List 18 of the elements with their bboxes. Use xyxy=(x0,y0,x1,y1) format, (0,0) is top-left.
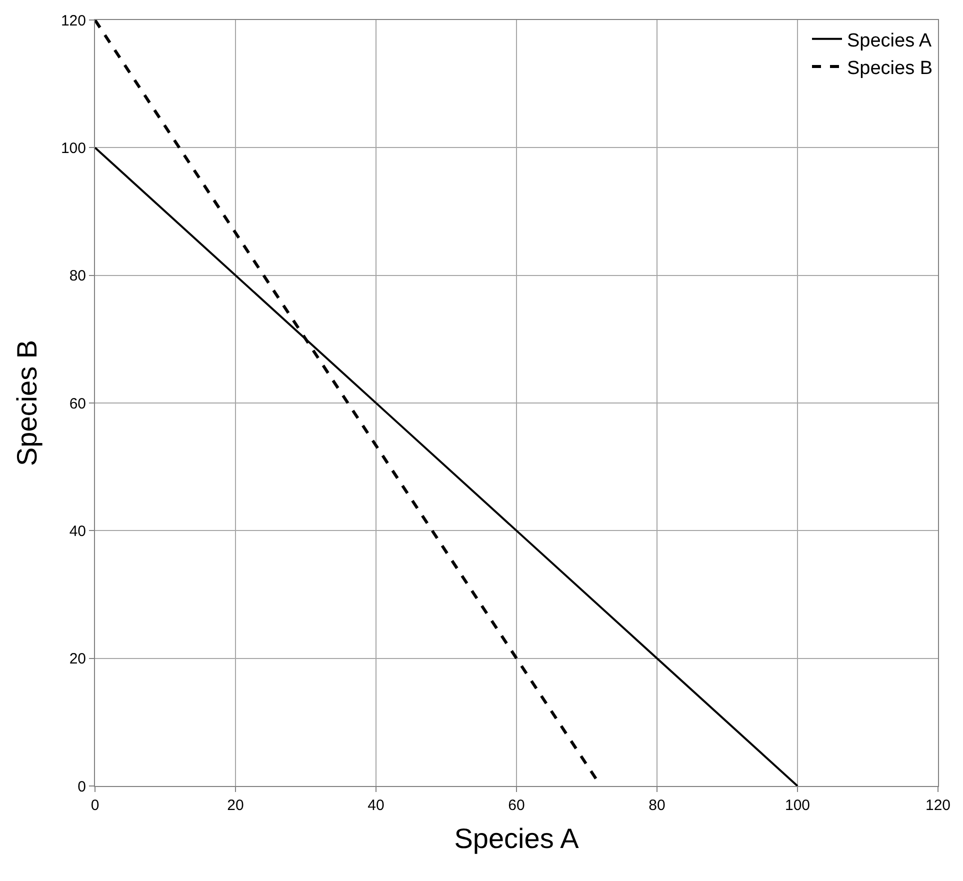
y-tick-label: 80 xyxy=(69,268,86,285)
x-tick-label: 0 xyxy=(90,797,100,814)
y-axis-title: Species B xyxy=(12,340,43,466)
y-tick-label: 100 xyxy=(60,140,86,157)
y-tick-label: 120 xyxy=(60,12,86,30)
x-tick-label: 80 xyxy=(648,797,666,814)
x-tick-label: 60 xyxy=(508,797,525,814)
x-axis-title: Species A xyxy=(454,823,580,854)
legend-label: Species A xyxy=(847,30,932,52)
x-tick-label: 120 xyxy=(925,797,951,814)
y-tick-label: 40 xyxy=(69,522,86,540)
x-tick-label: 100 xyxy=(784,797,810,814)
y-tick-label: 0 xyxy=(78,778,86,796)
legend-label: Species B xyxy=(847,58,933,79)
x-tick-label: 20 xyxy=(227,797,244,814)
y-tick-label: 20 xyxy=(69,650,86,668)
x-tick-label: 40 xyxy=(368,797,384,814)
y-tick-label: 60 xyxy=(69,395,86,412)
